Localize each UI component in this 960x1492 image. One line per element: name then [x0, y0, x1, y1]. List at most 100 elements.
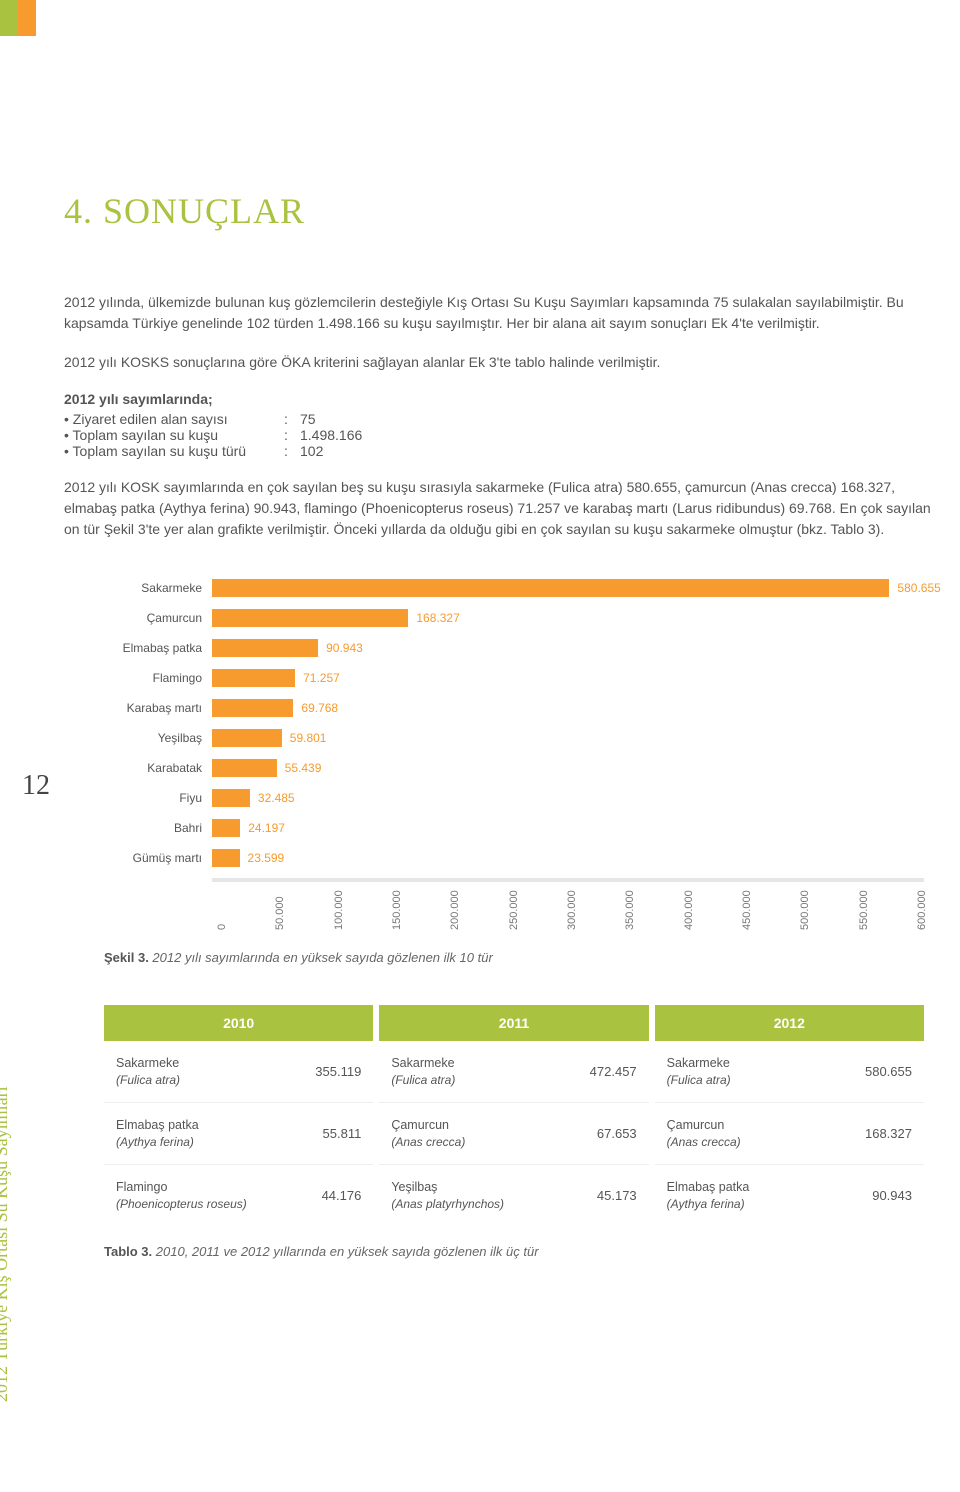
chart-bar-value: 580.655: [889, 579, 940, 597]
side-vertical-label: 2012 Türkiye Kış Ortası Su Kuşu Sayımlar…: [0, 1086, 12, 1402]
chart-x-axis: 050.000100.000150.000200.000250.000300.0…: [104, 878, 924, 938]
table-species-latin: (Phoenicopterus roseus): [116, 1196, 247, 1212]
chart-row: Çamurcun168.327: [104, 604, 924, 632]
chart-bar: [212, 819, 240, 837]
stats-row: • Toplam sayılan su kuşu türü:102: [64, 443, 934, 459]
table-species-value: 45.173: [589, 1188, 637, 1203]
table-row: Çamurcun(Anas crecca) 67.653: [379, 1103, 648, 1165]
table-species-name: Elmabaş patka(Aythya ferina): [667, 1179, 750, 1212]
top-species-bar-chart: Sakarmeke580.655Çamurcun168.327Elmabaş p…: [104, 574, 924, 938]
chart-bar: [212, 759, 277, 777]
stats-value: 1.498.166: [300, 427, 362, 443]
chart-caption-text: 2012 yılı sayımlarında en yüksek sayıda …: [149, 950, 493, 965]
chart-bar-value: 24.197: [240, 819, 285, 837]
chart-bar-value: 32.485: [250, 789, 295, 807]
chart-bar-value: 59.801: [282, 729, 327, 747]
table-species-latin: (Fulica atra): [667, 1072, 731, 1088]
table-header-cell: 2012: [655, 1005, 924, 1041]
stats-block: 2012 yılı sayımlarında; • Ziyaret edilen…: [64, 391, 934, 459]
table-species-value: 580.655: [857, 1064, 912, 1079]
chart-bar: [212, 789, 250, 807]
table-header-row: 201020112012: [104, 1005, 924, 1041]
chart-row: Karabatak55.439: [104, 754, 924, 782]
table-row: Yeşilbaş(Anas platyrhynchos) 45.173: [379, 1165, 648, 1226]
table-species-latin: (Anas crecca): [667, 1134, 741, 1150]
page-number: 12: [22, 770, 50, 802]
page-content: 4. SONUÇLAR 2012 yılında, ülkemizde bulu…: [64, 190, 934, 1259]
table-body: Sakarmeke(Fulica atra)355.119Elmabaş pat…: [104, 1041, 924, 1226]
table-species-name: Sakarmeke(Fulica atra): [391, 1055, 455, 1088]
chart-bar-area: 59.801: [212, 729, 924, 747]
table-species-common: Flamingo: [116, 1179, 247, 1196]
table-row: Sakarmeke(Fulica atra)355.119: [104, 1041, 373, 1103]
table-species-common: Yeşilbaş: [391, 1179, 504, 1196]
chart-bar-label: Fiyu: [104, 791, 212, 805]
chart-row: Elmabaş patka90.943: [104, 634, 924, 662]
chart-bar: [212, 639, 318, 657]
chart-row: Gümüş martı23.599: [104, 844, 924, 872]
chart-axis-tick: 500.000: [799, 890, 811, 930]
table-species-latin: (Anas crecca): [391, 1134, 465, 1150]
table-row: Elmabaş patka(Aythya ferina)55.811: [104, 1103, 373, 1165]
chart-bar-label: Sakarmeke: [104, 581, 212, 595]
paragraph-2: 2012 yılı KOSKS sonuçlarına göre ÖKA kri…: [64, 352, 934, 373]
stats-row: • Ziyaret edilen alan sayısı:75: [64, 411, 934, 427]
table-species-latin: (Aythya ferina): [667, 1196, 750, 1212]
chart-bar-area: 580.655: [212, 579, 924, 597]
table-species-value: 55.811: [315, 1126, 362, 1141]
chart-bar: [212, 669, 295, 687]
table-species-name: Yeşilbaş(Anas platyrhynchos): [391, 1179, 504, 1212]
chart-axis-tick: 100.000: [333, 890, 345, 930]
chart-axis-tick: 400.000: [683, 890, 695, 930]
table-species-common: Sakarmeke: [116, 1055, 180, 1072]
chart-bar: [212, 579, 889, 597]
table-species-value: 168.327: [857, 1126, 912, 1141]
chart-bar-label: Karabaş martı: [104, 701, 212, 715]
table-species-common: Sakarmeke: [667, 1055, 731, 1072]
chart-bar-label: Bahri: [104, 821, 212, 835]
table-species-latin: (Anas platyrhynchos): [391, 1196, 504, 1212]
chart-axis-tick: 600.000: [916, 890, 928, 930]
table-species-value: 44.176: [314, 1188, 362, 1203]
table-species-value: 472.457: [582, 1064, 637, 1079]
chart-axis-tick: 200.000: [449, 890, 461, 930]
table-species-name: Çamurcun(Anas crecca): [667, 1117, 741, 1150]
chart-bar-area: 23.599: [212, 849, 924, 867]
table-species-value: 90.943: [864, 1188, 912, 1203]
table-row: Çamurcun(Anas crecca) 168.327: [655, 1103, 924, 1165]
table-column: Sakarmeke(Fulica atra) 580.655 Çamurcun(An…: [655, 1041, 924, 1226]
chart-bar: [212, 699, 293, 717]
table-species-common: Çamurcun: [667, 1117, 741, 1134]
corner-tab-orange: [18, 0, 36, 36]
table-column: Sakarmeke(Fulica atra)355.119Elmabaş pat…: [104, 1041, 373, 1226]
chart-bar-area: 168.327: [212, 609, 924, 627]
table-species-common: Çamurcun: [391, 1117, 465, 1134]
chart-axis-tick: 50.000: [274, 896, 286, 930]
chart-bar-label: Karabatak: [104, 761, 212, 775]
stats-row: • Toplam sayılan su kuşu:1.498.166: [64, 427, 934, 443]
corner-tab-green: [0, 0, 18, 36]
table-row: Flamingo(Phoenicopterus roseus) 44.176: [104, 1165, 373, 1226]
chart-axis-tick: 350.000: [624, 890, 636, 930]
chart-row: Flamingo71.257: [104, 664, 924, 692]
table-species-name: Flamingo(Phoenicopterus roseus): [116, 1179, 247, 1212]
table-species-name: Çamurcun(Anas crecca): [391, 1117, 465, 1150]
table-header-cell: 2010: [104, 1005, 373, 1041]
table-row: Elmabaş patka(Aythya ferina) 90.943: [655, 1165, 924, 1226]
chart-axis-tick: 550.000: [858, 890, 870, 930]
chart-row: Sakarmeke580.655: [104, 574, 924, 602]
top-corner-tabs: [0, 0, 36, 36]
table-species-latin: (Fulica atra): [116, 1072, 180, 1088]
chart-bar-value: 71.257: [295, 669, 340, 687]
chart-bar-label: Elmabaş patka: [104, 641, 212, 655]
paragraph-3: 2012 yılı KOSK sayımlarında en çok sayıl…: [64, 477, 934, 540]
chart-bar-value: 69.768: [293, 699, 338, 717]
table-species-value: 67.653: [589, 1126, 637, 1141]
chart-axis-tick: 450.000: [741, 890, 753, 930]
chart-bar-label: Çamurcun: [104, 611, 212, 625]
stats-value: 102: [300, 443, 323, 459]
chart-caption: Şekil 3. 2012 yılı sayımlarında en yükse…: [104, 950, 934, 965]
table-species-common: Elmabaş patka: [667, 1179, 750, 1196]
chart-bar: [212, 729, 282, 747]
chart-axis-tick: 300.000: [566, 890, 578, 930]
